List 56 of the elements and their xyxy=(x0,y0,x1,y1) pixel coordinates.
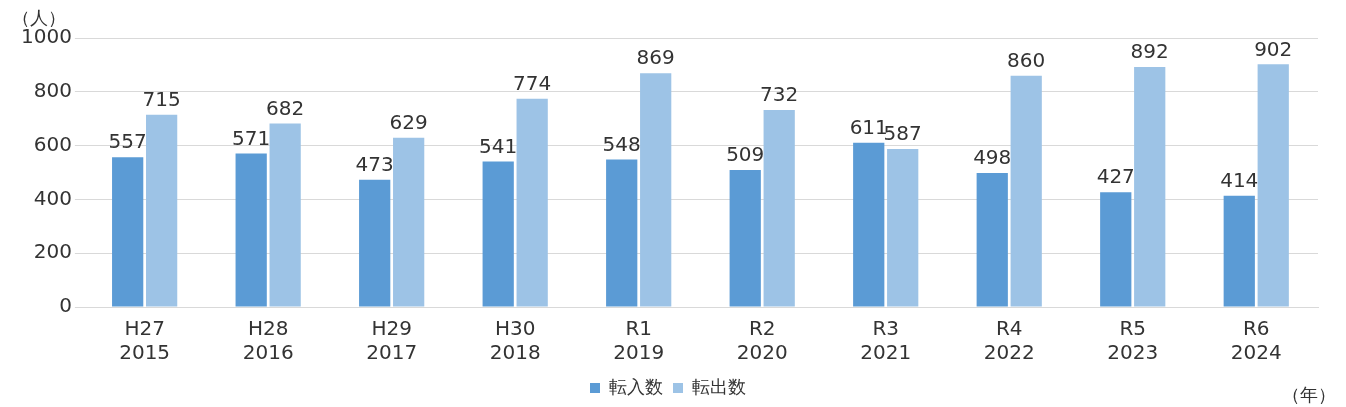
data-label: 427 xyxy=(1096,164,1135,189)
bar xyxy=(1223,195,1255,307)
x-tick-label: R6 2024 xyxy=(1230,316,1282,365)
x-tick-label: H30 2018 xyxy=(489,316,541,365)
x-tick-label: R2 2020 xyxy=(736,316,788,365)
data-label: 414 xyxy=(1220,167,1259,192)
bar xyxy=(516,98,548,307)
data-label: 548 xyxy=(602,131,641,156)
bar xyxy=(359,179,391,307)
data-label: 571 xyxy=(232,125,271,150)
bar xyxy=(393,137,425,307)
data-label: 509 xyxy=(726,142,765,167)
bar xyxy=(1257,64,1289,307)
data-label: 732 xyxy=(760,82,799,107)
x-tick-label: H27 2015 xyxy=(119,316,171,365)
legend-label: 転入数 xyxy=(609,375,663,397)
y-tick-label: 0 xyxy=(59,293,72,318)
data-label: 902 xyxy=(1254,36,1293,61)
y-tick-label: 400 xyxy=(33,185,72,210)
x-tick-label: H29 2017 xyxy=(366,316,418,365)
x-tick-label: R5 2023 xyxy=(1107,316,1159,365)
legend-label: 転出数 xyxy=(692,375,746,397)
data-label: 629 xyxy=(389,110,428,134)
data-label: 473 xyxy=(355,151,394,176)
y-tick-label: 600 xyxy=(33,131,72,156)
bar xyxy=(1134,67,1166,307)
data-label: 774 xyxy=(513,71,552,95)
x-axis-title: （年） xyxy=(1282,383,1336,405)
bar xyxy=(640,73,672,307)
bar xyxy=(1100,192,1132,307)
bar xyxy=(269,123,301,307)
data-label: 682 xyxy=(266,95,305,120)
data-label: 498 xyxy=(973,145,1012,170)
bar xyxy=(146,114,178,307)
data-label: 869 xyxy=(636,45,675,70)
y-tick-label: 800 xyxy=(33,78,72,102)
x-tick-label: R3 2021 xyxy=(860,316,912,365)
bar xyxy=(1010,75,1042,307)
bar xyxy=(729,170,761,307)
bar xyxy=(763,110,795,307)
x-tick-label: R4 2022 xyxy=(983,316,1035,365)
bar xyxy=(235,153,267,307)
bar xyxy=(606,159,638,307)
data-label: 541 xyxy=(479,133,518,158)
y-tick-label: 200 xyxy=(33,239,72,264)
bar xyxy=(853,142,885,307)
data-label: 715 xyxy=(142,86,181,111)
bar xyxy=(482,161,514,307)
data-label: 860 xyxy=(1007,47,1046,72)
data-label: 892 xyxy=(1130,39,1169,64)
bar xyxy=(976,173,1008,307)
x-tick-label: H28 2016 xyxy=(242,316,294,365)
data-label: 557 xyxy=(108,129,147,154)
bar xyxy=(887,149,919,307)
bar xyxy=(112,157,144,307)
x-tick-label: R1 2019 xyxy=(613,316,665,365)
